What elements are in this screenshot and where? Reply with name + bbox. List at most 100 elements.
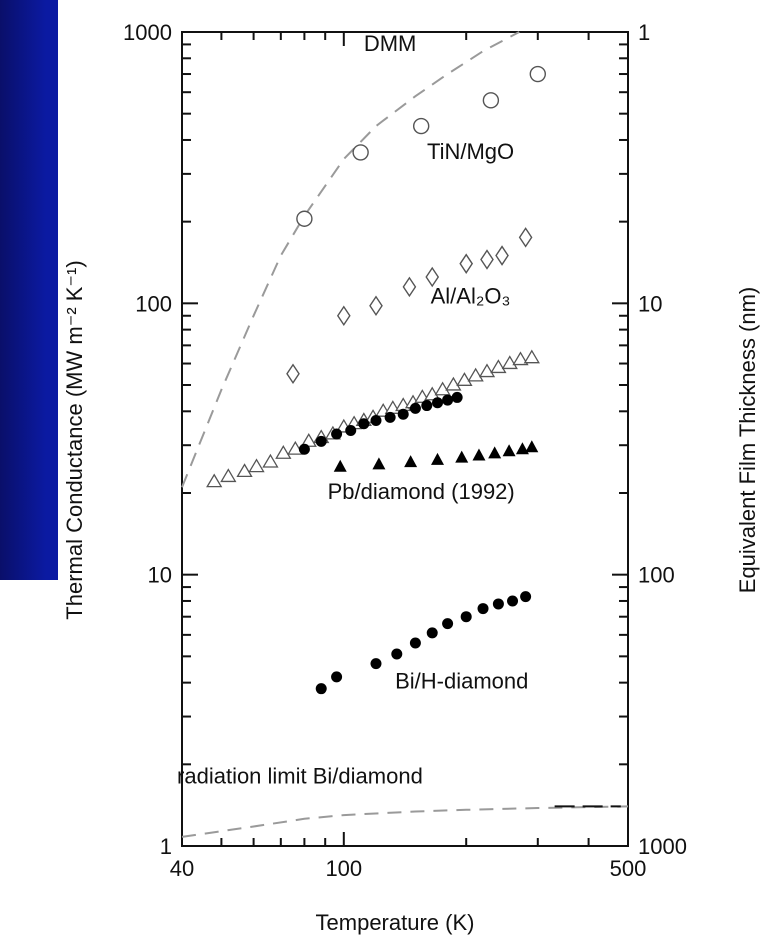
data-point-filled-circle xyxy=(370,414,382,426)
y2-tick-label: 1000 xyxy=(638,834,687,859)
dmm-curve xyxy=(181,31,520,488)
data-point-open-diamond xyxy=(459,253,474,274)
data-point-filled-triangle xyxy=(431,452,445,465)
x-axis-label: Temperature (K) xyxy=(316,910,475,935)
data-point-open-circle xyxy=(412,117,430,135)
data-point-filled-triangle xyxy=(455,450,469,463)
data-point-filled-circle xyxy=(331,671,343,683)
data-point-filled-triangle xyxy=(404,455,418,468)
data-point-open-triangle xyxy=(523,349,540,364)
data-point-filled-triangle xyxy=(515,442,529,455)
data-point-open-diamond xyxy=(286,363,300,385)
data-point-filled-circle xyxy=(315,683,327,695)
data-point-open-circle xyxy=(352,144,369,161)
annotation-label: DMM xyxy=(364,31,417,56)
data-point-open-triangle xyxy=(478,363,496,378)
y2-axis-label: Equivalent Film Thickness (nm) xyxy=(735,287,760,593)
data-series xyxy=(206,65,546,695)
data-point-open-diamond xyxy=(518,227,533,248)
data-point-open-triangle xyxy=(206,473,223,488)
data-point-filled-circle xyxy=(315,435,327,447)
data-point-open-triangle xyxy=(248,458,265,473)
data-point-open-triangle xyxy=(490,359,507,374)
data-point-open-triangle xyxy=(287,440,304,455)
data-point-filled-circle xyxy=(451,391,463,403)
y-tick-label: 10 xyxy=(148,563,172,588)
y-tick-label: 1 xyxy=(160,834,172,859)
series-group xyxy=(286,227,533,385)
y-axis-label: Thermal Conductance (MW m⁻² K⁻¹) xyxy=(62,260,87,619)
data-point-open-triangle xyxy=(262,453,279,468)
data-point-open-triangle xyxy=(236,463,253,478)
dashed-curves xyxy=(181,31,629,838)
data-point-filled-circle xyxy=(426,627,438,639)
data-point-filled-circle xyxy=(370,658,382,670)
y-axis-ticks: 1 10 100 1000 xyxy=(123,20,198,859)
y-tick-label: 1000 xyxy=(123,20,172,45)
data-point-filled-circle xyxy=(391,648,403,660)
series-group xyxy=(315,591,532,695)
data-point-filled-triangle xyxy=(525,440,539,453)
plot-frame xyxy=(181,31,629,847)
data-point-filled-circle xyxy=(520,591,532,603)
data-point-open-diamond xyxy=(425,266,440,288)
data-point-filled-triangle xyxy=(372,457,386,470)
data-point-filled-circle xyxy=(477,603,489,615)
data-point-filled-circle xyxy=(384,411,396,423)
data-point-open-triangle xyxy=(456,372,473,386)
data-point-filled-circle xyxy=(421,400,433,412)
data-point-filled-circle xyxy=(442,394,454,406)
x-axis-ticks: 40 100 500 xyxy=(170,32,647,881)
data-point-open-triangle xyxy=(501,355,518,370)
data-point-open-triangle xyxy=(467,367,484,382)
data-point-filled-circle xyxy=(409,637,421,649)
data-point-filled-circle xyxy=(507,595,519,607)
data-point-open-diamond xyxy=(480,249,494,270)
y2-tick-label: 10 xyxy=(638,291,662,316)
y2-tick-label: 1 xyxy=(638,20,650,45)
data-point-open-triangle xyxy=(275,445,292,459)
data-point-open-diamond xyxy=(336,305,351,327)
data-point-open-circle xyxy=(529,65,546,83)
data-point-open-circle xyxy=(482,92,500,109)
annotation-label: Pb/diamond (1992) xyxy=(328,479,515,504)
x-tick-label: 500 xyxy=(610,856,647,881)
data-point-open-diamond xyxy=(369,295,383,316)
annotation-label: Al/Al₂O₃ xyxy=(431,283,511,308)
data-point-filled-circle xyxy=(442,618,454,630)
x-tick-label: 100 xyxy=(325,856,362,881)
data-point-open-triangle xyxy=(434,381,451,396)
data-point-filled-triangle xyxy=(502,444,516,457)
x-tick-label: 40 xyxy=(170,856,194,881)
data-point-filled-circle xyxy=(492,598,504,610)
y2-axis-ticks: 1 10 100 1000 xyxy=(612,20,687,859)
data-point-filled-circle xyxy=(345,424,357,436)
y2-tick-label: 100 xyxy=(638,563,675,588)
series-group xyxy=(298,391,463,455)
data-point-open-triangle xyxy=(512,351,529,366)
plot-border xyxy=(181,31,629,847)
annotation-label: TiN/MgO xyxy=(427,139,514,164)
series-group xyxy=(333,440,539,472)
data-point-filled-circle xyxy=(460,611,472,623)
data-point-open-circle xyxy=(296,210,313,227)
data-point-filled-circle xyxy=(397,408,409,420)
radiation-limit-curve xyxy=(181,805,629,838)
data-point-open-triangle xyxy=(220,468,237,483)
data-point-filled-circle xyxy=(298,443,310,455)
data-point-open-diamond xyxy=(402,276,417,298)
data-point-open-triangle xyxy=(445,376,462,391)
series-group xyxy=(296,65,546,227)
data-point-filled-circle xyxy=(358,418,370,430)
data-point-filled-triangle xyxy=(333,459,347,472)
plot-panel xyxy=(58,0,769,942)
data-point-filled-triangle xyxy=(472,448,486,461)
data-point-filled-circle xyxy=(432,397,444,409)
annotation-label: radiation limit Bi/diamond xyxy=(177,763,423,788)
data-point-filled-circle xyxy=(331,428,343,440)
data-point-filled-triangle xyxy=(488,446,502,459)
data-point-open-diamond xyxy=(495,245,509,266)
y-tick-label: 100 xyxy=(135,291,172,316)
partial-image-left xyxy=(0,580,58,942)
